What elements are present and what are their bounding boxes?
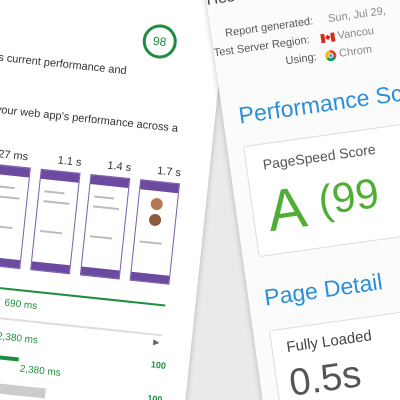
performance-score-circle: 98 xyxy=(141,22,179,61)
filmstrip-frame xyxy=(0,163,31,270)
performance-scores-title: Performance Sc xyxy=(236,79,400,129)
server-region-value: Vancou xyxy=(320,25,375,44)
fully-loaded-label: Fully Loaded xyxy=(285,327,373,357)
filmstrip-frame xyxy=(129,179,181,285)
metric-bar xyxy=(0,308,163,337)
description-line-2: e your web app's performance across a xyxy=(0,102,179,135)
filmstrip-time-4: 1.7 s xyxy=(156,164,182,180)
header-fragment: Hes xyxy=(205,0,236,10)
chevron-right-icon[interactable]: ▶ xyxy=(152,337,160,348)
filmstrip-time-1: 827 ms xyxy=(0,147,29,164)
pagespeed-percent: (99 xyxy=(315,169,382,225)
filmstrip-time-2: 1.1 s xyxy=(57,154,83,169)
metric-score-2: 100 xyxy=(150,359,167,371)
pagespeed-score-card: PageSpeed Score A (99 xyxy=(243,113,400,258)
metric-value-3: 2,380 ms xyxy=(19,363,62,379)
canada-flag-icon xyxy=(320,32,336,43)
performance-score: 98 xyxy=(152,33,168,50)
pagespeed-label: PageSpeed Score xyxy=(261,140,377,173)
using-value: Chrom xyxy=(324,43,373,62)
metric-bar xyxy=(0,345,19,362)
filmstrip-frame xyxy=(79,173,131,280)
description-line-1: 's current performance and xyxy=(0,51,128,78)
metric-value-2: 2,380 ms xyxy=(0,331,39,347)
page-details-title: Page Detail xyxy=(262,268,384,311)
filmstrip-time-3: 1.4 s xyxy=(106,159,132,175)
lighthouse-report-panel: 98 's current performance and e your web… xyxy=(0,0,229,400)
metric-score-3: 100 xyxy=(146,393,163,400)
gtmetrix-report-panel: Hes Report generated: Sun, Jul 29, Test … xyxy=(205,0,400,400)
fully-loaded-value: 0.5s xyxy=(286,353,364,400)
fully-loaded-card: Fully Loaded 0.5s xyxy=(268,298,400,400)
metric-bar xyxy=(0,373,46,399)
using-label: Using: xyxy=(284,51,318,68)
metric-value-1: 690 ms xyxy=(3,297,38,313)
filmstrip-frame xyxy=(30,168,81,275)
chrome-icon xyxy=(324,49,338,62)
report-generated-value: Sun, Jul 29, xyxy=(327,5,387,26)
using-text: Chrom xyxy=(338,43,373,60)
pagespeed-grade: A xyxy=(262,174,311,245)
server-region-text: Vancou xyxy=(336,24,375,42)
